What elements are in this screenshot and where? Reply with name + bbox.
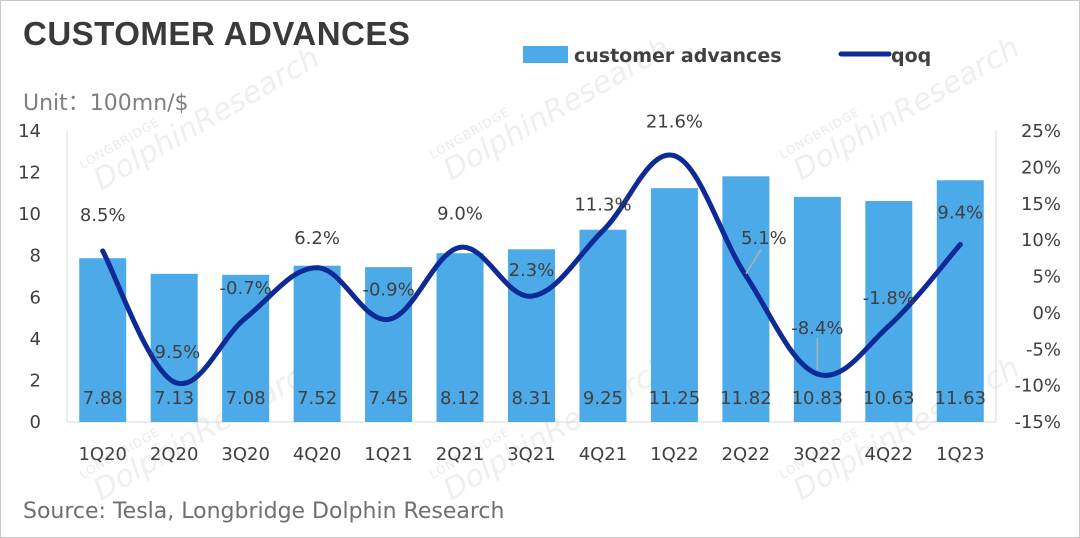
qoq-value-label: -0.7% — [220, 278, 272, 299]
qoq-point — [171, 379, 177, 385]
bar — [508, 249, 555, 422]
legend-bar-label: customer advances — [574, 45, 782, 67]
right-axis-tick: -10% — [1014, 376, 1061, 397]
right-axis-tick: -5% — [1026, 339, 1061, 360]
left-axis-tick: 14 — [18, 121, 41, 142]
category-label: 2Q20 — [150, 444, 199, 465]
category-label: 1Q23 — [936, 444, 985, 465]
bar — [222, 274, 270, 422]
category-label: 4Q22 — [865, 444, 914, 465]
left-axis-tick: 4 — [30, 329, 41, 350]
qoq-point — [529, 293, 534, 299]
bar-value-label: 11.82 — [720, 388, 772, 409]
qoq-value-label: 9.4% — [937, 202, 983, 223]
category-label: 3Q20 — [221, 444, 270, 465]
bar-value-label: 9.25 — [583, 388, 623, 409]
bar — [793, 196, 841, 422]
bar-value-label: 8.12 — [440, 388, 480, 409]
qoq-value-label: -1.8% — [863, 288, 915, 309]
left-axis-tick: 2 — [30, 370, 41, 391]
qoq-point — [957, 241, 963, 247]
bar-value-label: 7.45 — [369, 388, 409, 409]
source-note: Source: Tesla, Longbridge Dolphin Resear… — [23, 499, 505, 524]
qoq-value-label: 9.0% — [437, 203, 483, 224]
qoq-value-label: -0.9% — [362, 279, 414, 300]
legend-line-label: qoq — [891, 45, 931, 67]
leader-line — [745, 249, 762, 275]
right-axis-tick: 0% — [1032, 303, 1061, 324]
category-label: 4Q21 — [579, 444, 628, 465]
qoq-value-label: -9.5% — [148, 342, 200, 363]
bar-value-label: 11.25 — [649, 388, 701, 409]
watermark-text: DolphinResearch — [88, 40, 326, 198]
bar-value-label: 7.52 — [297, 388, 337, 409]
category-label: 2Q22 — [722, 444, 771, 465]
bar — [365, 267, 413, 422]
bar — [579, 229, 627, 422]
qoq-value-label: 6.2% — [294, 228, 340, 249]
qoq-point — [100, 248, 106, 254]
bar-value-label: 11.63 — [935, 388, 987, 409]
right-axis-tick: 15% — [1021, 194, 1061, 215]
right-axis-tick: 20% — [1021, 157, 1061, 178]
qoq-value-label: 5.1% — [741, 228, 787, 249]
category-label: 3Q21 — [507, 444, 556, 465]
chart-title: CUSTOMER ADVANCES — [23, 15, 411, 52]
right-axis-tick: 25% — [1021, 121, 1061, 142]
legend-bar-swatch — [523, 46, 568, 63]
qoq-value-label: -8.4% — [791, 318, 843, 339]
category-label: 1Q20 — [78, 444, 127, 465]
left-axis-tick: 8 — [30, 246, 41, 267]
category-label: 1Q22 — [650, 444, 699, 465]
qoq-point — [814, 371, 820, 377]
right-axis-tick: 10% — [1021, 230, 1061, 251]
right-axis-tick: -15% — [1014, 412, 1061, 433]
qoq-point — [386, 316, 392, 322]
right-axis-tick: 5% — [1032, 267, 1061, 288]
qoq-value-label: 11.3% — [574, 195, 631, 216]
qoq-point — [243, 315, 249, 321]
qoq-point — [743, 273, 749, 279]
bar — [936, 180, 984, 422]
qoq-point — [457, 244, 463, 250]
bar-value-label: 7.08 — [226, 388, 266, 409]
bar — [150, 273, 198, 422]
bar-value-label: 7.88 — [83, 388, 123, 409]
bar — [436, 253, 484, 422]
category-label: 1Q21 — [364, 444, 413, 465]
left-axis-tick: 6 — [30, 287, 41, 308]
bar — [650, 188, 698, 422]
left-axis-tick: 0 — [30, 412, 41, 433]
qoq-point — [886, 323, 892, 329]
qoq-value-label: 21.6% — [646, 112, 703, 133]
qoq-point — [314, 265, 320, 271]
category-label: 4Q20 — [293, 444, 342, 465]
bar-value-label: 10.83 — [792, 388, 844, 409]
left-axis-tick: 10 — [18, 204, 41, 225]
qoq-point — [600, 228, 606, 234]
bar — [293, 265, 341, 422]
left-axis-tick: 12 — [18, 163, 41, 184]
bar-value-label: 8.31 — [511, 388, 551, 409]
qoq-value-label: 8.5% — [80, 205, 126, 226]
category-label: 3Q22 — [793, 444, 842, 465]
qoq-point — [671, 153, 677, 159]
bar-value-label: 10.63 — [863, 388, 915, 409]
qoq-value-label: 2.3% — [509, 260, 555, 281]
unit-label: Unit：100mn/$ — [23, 91, 189, 116]
bar-value-label: 7.13 — [154, 388, 194, 409]
category-label: 2Q21 — [436, 444, 485, 465]
